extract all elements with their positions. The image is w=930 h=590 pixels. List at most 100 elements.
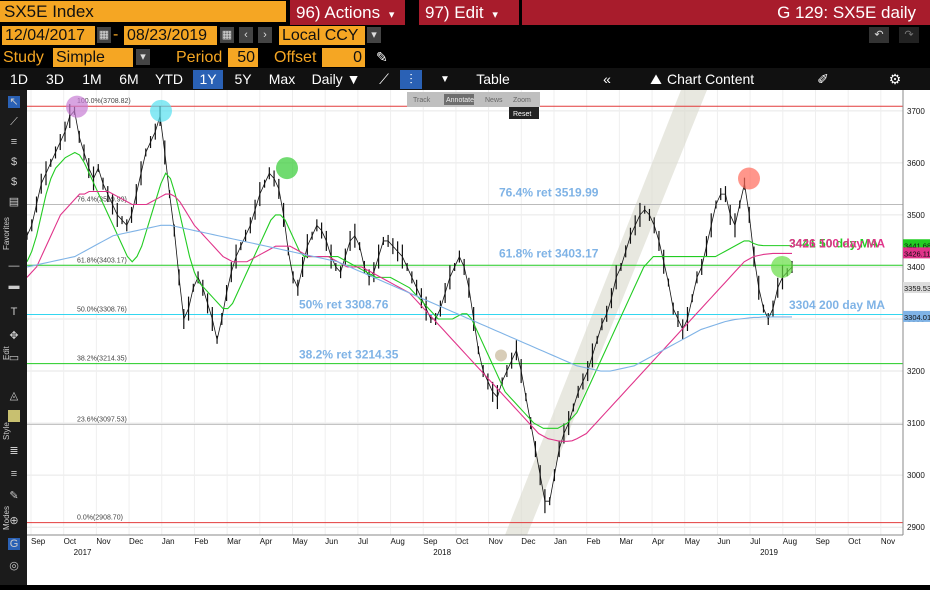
calendar-icon[interactable]: ▦	[220, 27, 234, 43]
fib-level-label: 100.0%(3708.82)	[77, 98, 131, 105]
hline-icon[interactable]: —	[8, 260, 20, 272]
gear-icon[interactable]: ⚙	[888, 71, 902, 87]
line-tool-icon[interactable]: ⟋	[10, 116, 18, 128]
x-year-label: 2017	[74, 548, 92, 557]
undo-icon[interactable]: ↶	[869, 27, 889, 43]
news-tool[interactable]: News	[485, 97, 503, 104]
chart-content-button[interactable]: Chart Content	[667, 71, 755, 87]
offset-field[interactable]: 0	[322, 48, 365, 67]
style-label: Style	[2, 422, 11, 440]
track-tool[interactable]: Track	[413, 97, 431, 104]
end-date-field[interactable]: 08/23/2019	[124, 26, 217, 45]
start-date-field[interactable]: 12/04/2017	[2, 26, 95, 45]
highlight-marker	[276, 157, 298, 180]
ticker-field[interactable]: SX5E Index	[0, 1, 286, 22]
edit-menu[interactable]: 97) Edit ▾	[419, 0, 519, 25]
annotate-tool-bg	[444, 94, 474, 105]
channel-icon[interactable]: ▤	[8, 196, 20, 208]
prev-arrow-icon[interactable]: ‹	[239, 27, 253, 43]
pencil-icon[interactable]: ✎	[376, 49, 388, 65]
reset-button[interactable]: Reset	[513, 111, 531, 118]
period-button-max[interactable]: Max	[268, 71, 296, 87]
chart-content-icon[interactable]: ⛰	[650, 71, 662, 87]
line-style-icon[interactable]: ≣	[9, 445, 19, 457]
cursor-mode-icon[interactable]: ⊕	[9, 515, 19, 527]
bloomberg-mode-icon[interactable]: G	[8, 538, 20, 550]
move-icon[interactable]: ✥	[9, 330, 19, 342]
brush-icon[interactable]: ◬	[9, 390, 19, 402]
color-swatch-icon[interactable]	[8, 410, 20, 422]
study-select[interactable]: Simple MA	[53, 48, 133, 85]
redo-icon[interactable]: ↷	[899, 27, 919, 43]
pen-icon[interactable]: ✎	[9, 490, 19, 502]
value-tag: 3426.11	[904, 249, 930, 258]
x-tick-label: Dec	[521, 537, 535, 546]
chevron-down-icon[interactable]: ▼	[440, 74, 450, 85]
pointer-icon[interactable]: ↖	[8, 96, 20, 108]
x-year-label: 2018	[433, 548, 451, 557]
collapse-icon[interactable]: «	[603, 71, 611, 87]
edit-label: 97) Edit	[425, 3, 484, 22]
price-chart[interactable]: 100.0%(3708.82) 76.4%(3519.99) 61.8%(3403.…	[26, 90, 930, 585]
text-icon[interactable]: T	[10, 306, 18, 318]
dollar-icon[interactable]: $	[10, 156, 18, 168]
period-button-3d[interactable]: 3D	[46, 71, 64, 87]
value-tag-bg	[903, 310, 930, 322]
period-button-5y[interactable]: 5Y	[234, 71, 252, 87]
period-button-1m[interactable]: 1M	[82, 71, 102, 87]
line-chart-icon[interactable]: ⟋	[379, 71, 389, 87]
x-tick-label: Aug	[391, 537, 405, 546]
period-button-1d[interactable]: 1D	[10, 71, 28, 87]
period-button-6m[interactable]: 6M	[119, 71, 139, 87]
y-tick-label: 3600	[907, 159, 925, 168]
circle-mode-icon[interactable]: ◎	[9, 560, 19, 572]
calendar-icon[interactable]: ▦	[97, 27, 111, 43]
offset-label: Offset	[274, 49, 317, 66]
chart-background	[27, 90, 930, 585]
period-button-1y[interactable]: 1Y	[193, 70, 223, 89]
x-tick-label: Jan	[162, 537, 175, 546]
x-tick-label: May	[685, 537, 700, 546]
chevron-down-icon[interactable]: ▾	[367, 27, 381, 43]
annotate-tool[interactable]: Annotate	[446, 97, 474, 104]
fib-tool-icon[interactable]: ≡	[10, 136, 18, 148]
x-tick-label: May	[292, 537, 307, 546]
chart-title: G 129: SX5E daily	[777, 3, 916, 22]
actions-menu[interactable]: 96) Actions ▾	[290, 0, 405, 25]
x-tick-label: Oct	[64, 537, 77, 546]
period-button-ytd[interactable]: YTD	[155, 71, 183, 87]
left-toolbar: ↖ ⟋ ≡ $ $ ▤ Favorites — ▬ T Edit ✥ ▭ ◬ S…	[0, 90, 27, 585]
moving-average-line	[26, 151, 792, 429]
x-tick-label: Mar	[619, 537, 633, 546]
currency-field[interactable]: Local CCY	[279, 26, 365, 45]
period-field[interactable]: 50	[228, 48, 258, 67]
chart-annotation: 3426 100 day MA	[789, 236, 885, 250]
y-axis-panel	[903, 90, 930, 585]
date-range-bar: 12/04/2017 ▦ - 08/23/2019 ▦ ‹ › Local CC…	[0, 25, 930, 46]
bar-chart-icon[interactable]: ⫶	[400, 70, 422, 89]
line-width-icon[interactable]: ≡	[10, 468, 18, 480]
value-tag-bg	[903, 239, 930, 251]
x-tick-label: Nov	[489, 537, 503, 546]
x-tick-label: Nov	[96, 537, 110, 546]
next-arrow-icon[interactable]: ›	[258, 27, 272, 43]
highlight-marker	[771, 255, 793, 278]
x-tick-label: Apr	[260, 537, 273, 546]
dollar-icon[interactable]: $	[10, 176, 18, 188]
eraser-icon[interactable]: ▭	[8, 352, 20, 364]
chart-svg[interactable]: 100.0%(3708.82)76.4%(3519.99)61.8%(3403.…	[26, 90, 930, 585]
fib-level-label: 0.0%(2908.70)	[77, 515, 123, 522]
fib-level-label: 23.6%(3097.53)	[77, 416, 127, 423]
chart-tools-panel: Track Annotate News Zoom Reset	[407, 92, 540, 119]
frequency-select[interactable]: Daily ▼	[311, 71, 361, 87]
highlight-marker	[66, 95, 88, 118]
edit-chart-icon[interactable]: ✐	[817, 71, 829, 87]
actions-label: 96) Actions	[296, 3, 381, 22]
hline-icon[interactable]: ▬	[8, 280, 20, 292]
table-button[interactable]: Table	[476, 71, 510, 87]
x-tick-label: Sep	[423, 537, 438, 546]
chevron-down-icon[interactable]: ▾	[136, 49, 150, 65]
x-tick-label: Mar	[227, 537, 241, 546]
chart-annotation: 76.4% ret 3519.99	[499, 186, 599, 200]
zoom-tool[interactable]: Zoom	[513, 97, 531, 104]
